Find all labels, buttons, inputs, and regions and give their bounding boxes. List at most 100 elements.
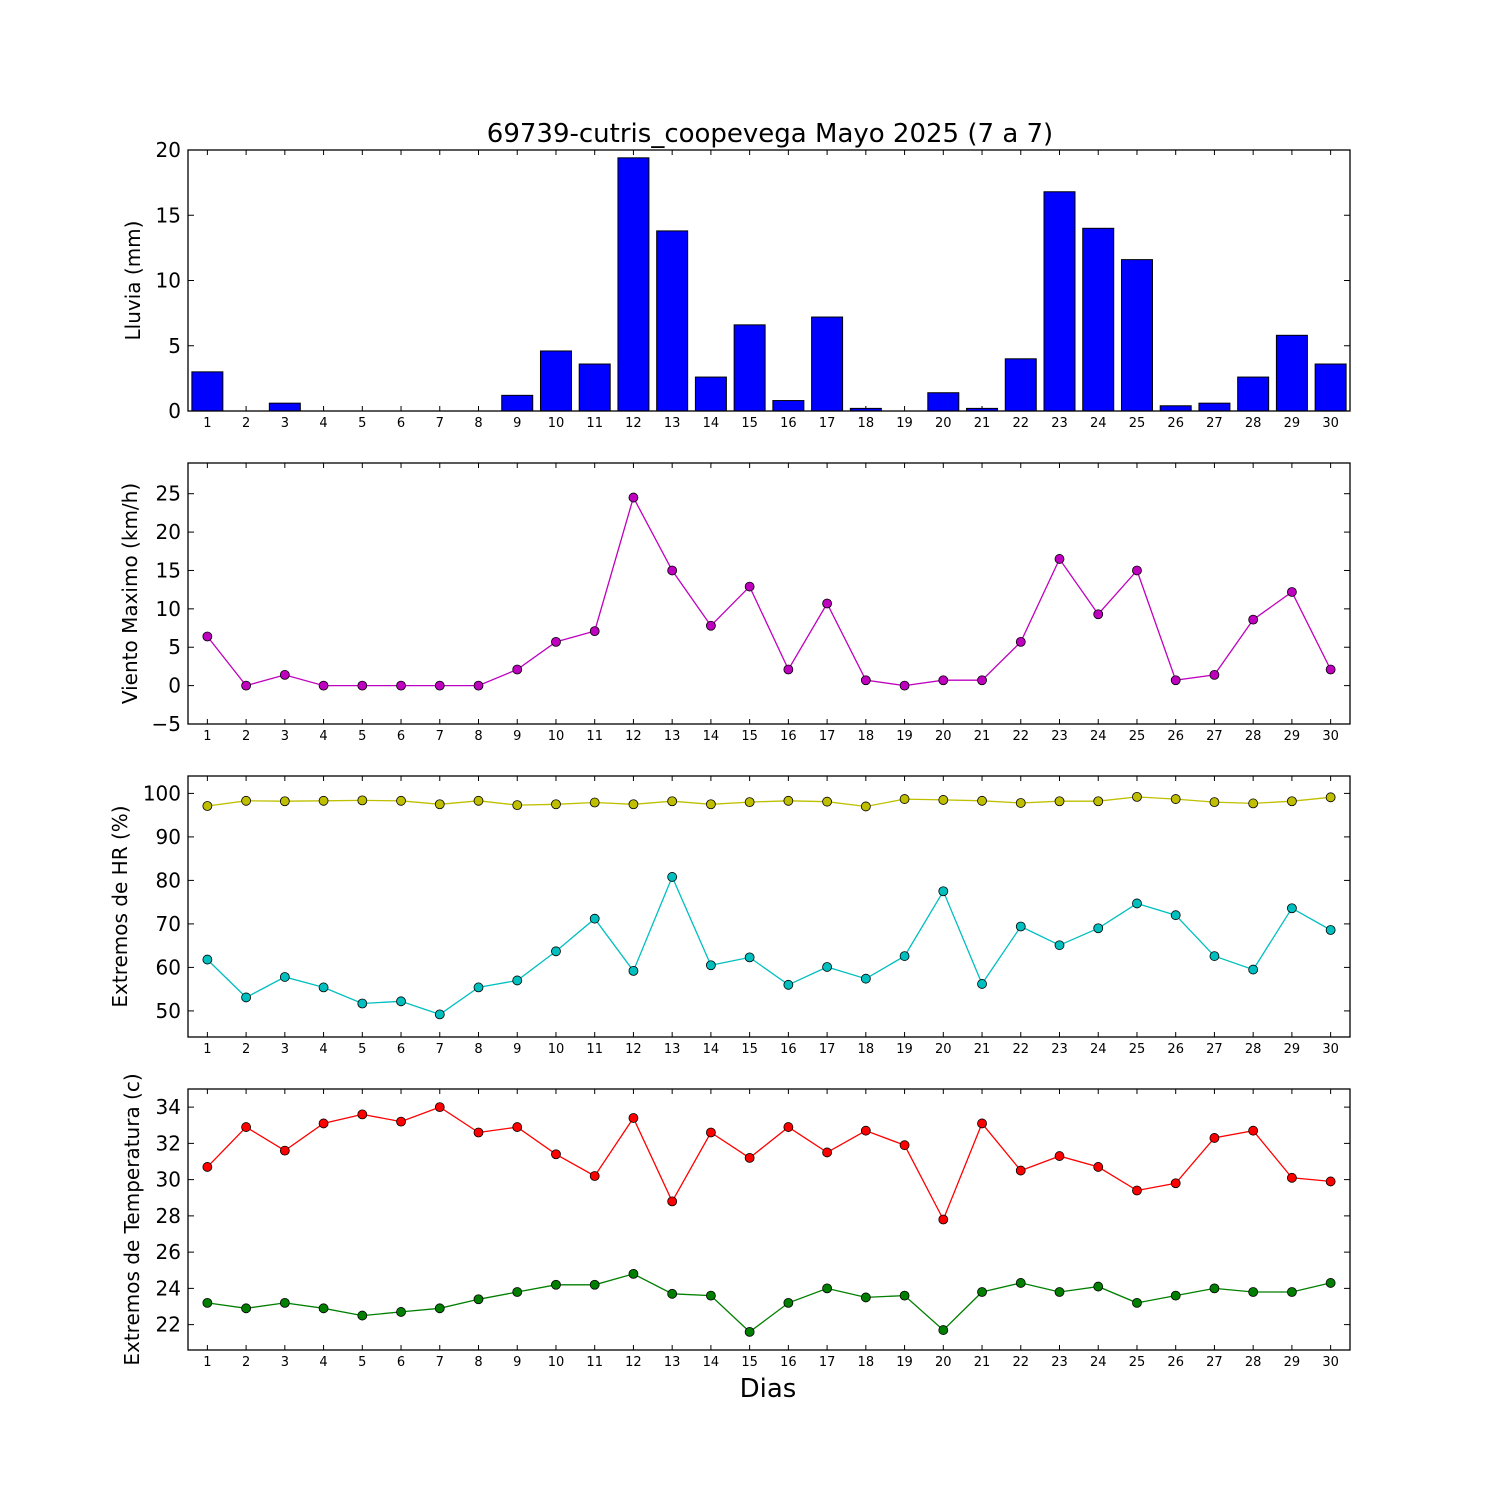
data-point: [551, 1149, 561, 1160]
data-point: [783, 1122, 794, 1132]
x-tick-label: 21: [974, 1042, 991, 1057]
x-tick-label: 13: [664, 416, 681, 431]
x-tick-label: 2: [242, 1042, 250, 1057]
data-point: [1170, 1290, 1181, 1301]
x-tick-label: 3: [281, 1355, 289, 1370]
data-point: [512, 664, 523, 675]
data-point: [318, 1118, 329, 1129]
data-point: [1325, 1278, 1336, 1288]
axes-frame: [187, 149, 1351, 412]
data-point: [1209, 797, 1220, 807]
y-tick-label: 15: [156, 203, 181, 227]
x-tick-label: 23: [1051, 416, 1068, 431]
data-point: [589, 1279, 600, 1290]
rain-bar: [1314, 363, 1347, 412]
data-point: [551, 636, 561, 647]
data-point: [1170, 1178, 1181, 1189]
data-point: [822, 1147, 832, 1158]
data-point: [1287, 1287, 1297, 1297]
data-point: [1015, 798, 1026, 808]
x-tick-label: 29: [1284, 729, 1301, 744]
x-tick-label: 5: [358, 416, 366, 431]
data-point: [938, 886, 949, 897]
data-point: [1170, 675, 1181, 686]
x-tick-label: 1: [203, 729, 211, 744]
data-point: [473, 1127, 484, 1138]
rain-bar: [927, 392, 960, 412]
x-tick-label: 22: [1012, 1042, 1029, 1057]
x-tick-label: 29: [1284, 416, 1301, 431]
x-tick-label: 18: [858, 1355, 875, 1370]
data-point: [241, 992, 252, 1003]
x-tick-label: 1: [203, 1042, 211, 1057]
x-tick-label: 17: [819, 1355, 836, 1370]
data-point: [1093, 1281, 1104, 1292]
data-point: [1170, 910, 1181, 921]
y-axis-label: Extremos de Temperatura (c): [120, 1073, 144, 1365]
data-point: [434, 1303, 445, 1314]
data-point: [1248, 964, 1259, 975]
x-tick-label: 17: [819, 1042, 836, 1057]
x-tick-label: 14: [703, 1042, 720, 1057]
x-tick-label: 19: [896, 416, 913, 431]
data-point: [822, 796, 832, 807]
x-tick-label: 24: [1090, 729, 1107, 744]
data-point: [279, 972, 290, 982]
x-tick-label: 9: [513, 729, 521, 744]
data-point: [1132, 898, 1142, 909]
data-point: [977, 1287, 987, 1297]
data-point: [667, 796, 678, 807]
x-tick-label: 22: [1012, 729, 1029, 744]
x-tick-label: 14: [703, 729, 720, 744]
x-tick-label: 28: [1245, 416, 1262, 431]
x-tick-label: 3: [281, 416, 289, 431]
data-point: [1248, 1125, 1259, 1136]
x-axis-label: Dias: [740, 1374, 797, 1404]
data-point: [1248, 614, 1259, 625]
data-point: [202, 631, 213, 642]
data-point: [977, 979, 987, 989]
y-tick-label: 0: [168, 399, 181, 423]
x-tick-label: 15: [741, 1042, 758, 1057]
data-point: [1132, 791, 1142, 802]
data-point: [318, 1303, 329, 1314]
x-tick-label: 11: [586, 1355, 603, 1370]
data-point: [860, 973, 871, 984]
x-tick-label: 18: [858, 416, 875, 431]
x-tick-label: 25: [1129, 1042, 1146, 1057]
x-tick-label: 16: [780, 729, 797, 744]
rain-bar: [191, 371, 224, 412]
y-tick-label: 28: [156, 1204, 181, 1228]
data-point: [241, 795, 252, 806]
x-tick-label: 26: [1167, 729, 1184, 744]
x-tick-label: 18: [858, 1042, 875, 1057]
x-tick-label: 22: [1012, 1355, 1029, 1370]
data-point: [318, 982, 329, 993]
data-point: [1093, 609, 1104, 620]
x-tick-label: 15: [741, 1355, 758, 1370]
y-tick-label: 70: [156, 912, 181, 936]
x-tick-label: 25: [1129, 729, 1146, 744]
x-tick-label: 6: [397, 1042, 405, 1057]
data-point: [744, 1152, 755, 1163]
data-point: [783, 664, 794, 675]
x-tick-label: 8: [474, 729, 482, 744]
x-tick-label: 18: [858, 729, 875, 744]
data-point: [279, 796, 290, 807]
x-tick-label: 9: [513, 1355, 521, 1370]
data-point: [628, 1113, 639, 1123]
axes-frame: [187, 462, 1351, 725]
data-point: [589, 626, 600, 637]
x-tick-label: 4: [319, 1042, 327, 1057]
data-point: [899, 680, 910, 691]
data-point: [1248, 798, 1259, 809]
rain-bar: [268, 402, 301, 412]
y-tick-label: −5: [152, 712, 181, 736]
x-tick-label: 6: [397, 729, 405, 744]
x-tick-label: 20: [935, 1355, 952, 1370]
data-point: [279, 1297, 290, 1308]
x-tick-label: 17: [819, 729, 836, 744]
